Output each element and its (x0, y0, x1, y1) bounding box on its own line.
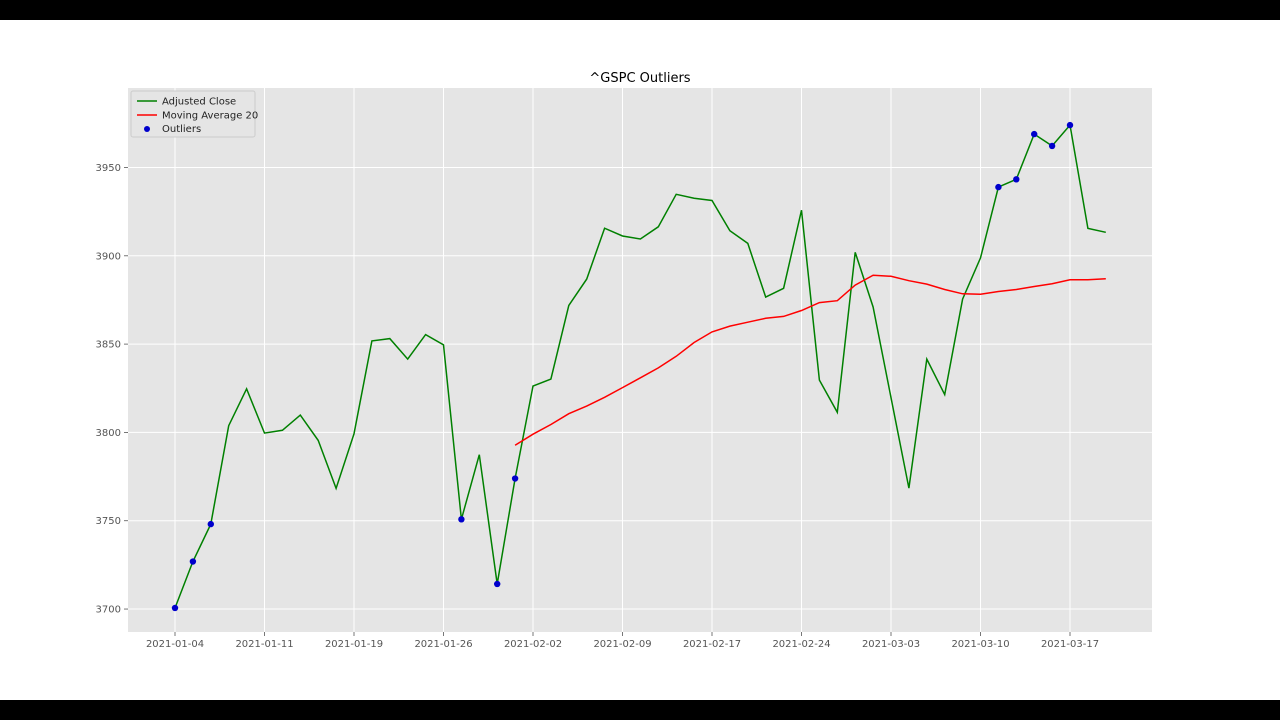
plot-area (128, 88, 1152, 632)
x-tick-label: 2021-02-24 (772, 639, 830, 650)
x-axis: 2021-01-04 2021-01-11 2021-01-19 2021-01-26… (146, 632, 1099, 650)
outlier-points (171, 121, 1074, 612)
outlier-point (1031, 130, 1038, 138)
legend-label-adjusted-close: Adjusted Close (162, 97, 236, 108)
moving-average-line (514, 274, 1106, 446)
outlier-point (1048, 142, 1056, 150)
outlier-point (995, 183, 1002, 191)
outlier-point (494, 580, 501, 588)
legend-label-outliers: Outliers (162, 124, 201, 135)
legend-label-moving-average: Moving Average 20 (162, 111, 258, 122)
outlier-point (171, 604, 179, 612)
x-tick-label: 2021-02-17 (683, 639, 741, 650)
x-tick-label: 2021-01-04 (146, 639, 204, 650)
x-tick-label: 2021-02-09 (593, 639, 651, 650)
outlier-point (511, 475, 519, 482)
y-tick-label: 3700 (96, 605, 121, 616)
x-tick-label: 2021-01-11 (235, 639, 293, 650)
y-tick-label: 3900 (96, 251, 121, 262)
adjusted-close-line (174, 123, 1106, 609)
y-tick-label: 3750 (96, 516, 121, 527)
x-tick-label: 2021-03-10 (951, 639, 1009, 650)
x-tick-label: 2021-02-02 (504, 639, 562, 650)
x-tick-label: 2021-03-03 (862, 639, 920, 650)
legend-marker-outliers (144, 126, 150, 132)
letterbox-bottom (0, 700, 1280, 720)
y-axis: 3700 3750 3800 3850 3900 3950 (96, 163, 128, 616)
legend-box (130, 90, 256, 138)
chart-title: ^GSPC Outliers (589, 71, 690, 86)
y-tick-label: 3800 (96, 428, 121, 439)
x-tick-label: 2021-01-19 (325, 639, 383, 650)
x-tick-label: 2021-03-17 (1041, 639, 1099, 650)
legend: Adjusted Close Moving Average 20 Outlier… (130, 90, 258, 138)
outlier-point (458, 516, 465, 523)
y-tick-label: 3850 (96, 340, 121, 351)
outlier-point (189, 558, 197, 565)
outlier-point (1013, 176, 1020, 183)
grid-lines (128, 88, 1152, 632)
letterbox-top (0, 0, 1280, 20)
x-tick-label: 2021-01-26 (414, 639, 472, 650)
outlier-point (207, 520, 214, 528)
y-tick-label: 3950 (96, 163, 121, 174)
outlier-point (1066, 121, 1074, 129)
